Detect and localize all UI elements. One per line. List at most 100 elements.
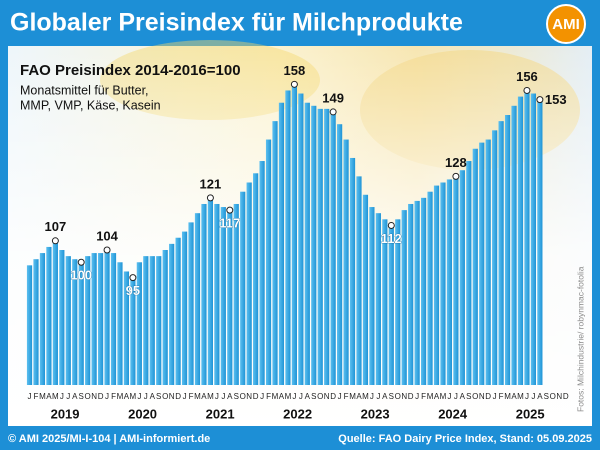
year-label: 2021 — [206, 406, 235, 421]
x-tick-label: S — [156, 392, 161, 401]
bar — [311, 105, 317, 385]
bar — [453, 176, 459, 385]
bar — [227, 210, 233, 385]
bar — [517, 96, 524, 385]
data-label: 112 — [381, 231, 402, 246]
x-tick-label: A — [150, 392, 156, 401]
x-tick-label: M — [117, 392, 124, 401]
bar — [207, 197, 214, 385]
bar — [162, 250, 168, 385]
chart-title: Globaler Preisindex für Milchprodukte — [10, 9, 463, 37]
bar — [169, 243, 175, 385]
x-tick-label: S — [389, 392, 394, 401]
x-tick-label: J — [260, 392, 264, 401]
x-tick-label: J — [493, 392, 497, 401]
x-tick-label: S — [79, 392, 84, 401]
x-tick-label: N — [479, 392, 485, 401]
bar — [181, 231, 188, 385]
bar — [72, 259, 78, 385]
x-tick-label: A — [46, 392, 52, 401]
bar — [201, 203, 207, 385]
x-tick-label: M — [285, 392, 292, 401]
bar — [369, 207, 375, 385]
bar — [39, 253, 46, 385]
x-tick-label: O — [395, 392, 401, 401]
bar — [504, 115, 511, 385]
marker — [77, 258, 85, 266]
marker — [290, 80, 298, 88]
data-label: 107 — [45, 219, 67, 234]
bar — [337, 124, 343, 386]
bar — [78, 262, 84, 385]
x-tick-label: M — [272, 392, 279, 401]
x-tick-label: F — [421, 392, 426, 401]
bar — [408, 203, 414, 385]
subtitle: FAO Preisindex 2014-2016=100 — [20, 62, 241, 79]
bar — [130, 277, 136, 385]
bar — [414, 200, 420, 385]
x-tick-label: N — [556, 392, 562, 401]
year-label: 2022 — [283, 406, 312, 421]
bar — [246, 182, 252, 385]
bar — [265, 139, 272, 385]
x-tick-label: M — [194, 392, 201, 401]
x-tick-label: A — [460, 392, 466, 401]
x-tick-label: A — [382, 392, 388, 401]
x-tick-label: O — [550, 392, 556, 401]
note-line: Monatsmittel für Butter, — [20, 83, 149, 97]
x-tick-label: D — [408, 392, 414, 401]
bar — [52, 240, 58, 385]
x-tick-label: M — [440, 392, 447, 401]
bar — [427, 191, 433, 385]
bar — [278, 102, 285, 386]
x-tick-label: M — [52, 392, 59, 401]
bar — [259, 161, 265, 385]
x-tick-label: J — [531, 392, 535, 401]
bar — [485, 139, 491, 385]
x-tick-label: J — [183, 392, 187, 401]
x-tick-label: J — [447, 392, 451, 401]
bar — [85, 256, 91, 385]
x-tick-label: A — [124, 392, 130, 401]
marker — [452, 172, 460, 180]
x-tick-label: O — [162, 392, 168, 401]
bar — [143, 256, 149, 385]
x-tick-label: J — [66, 392, 70, 401]
bar — [349, 157, 356, 385]
x-tick-label: A — [434, 392, 440, 401]
x-tick-label: N — [401, 392, 407, 401]
bar — [440, 182, 446, 385]
bar — [33, 259, 39, 385]
x-tick-label: D — [485, 392, 491, 401]
x-tick-label: J — [370, 392, 374, 401]
x-tick-label: D — [563, 392, 569, 401]
bar — [304, 102, 310, 386]
x-tick-label: J — [60, 392, 64, 401]
x-tick-label: M — [504, 392, 511, 401]
x-tick-label: J — [299, 392, 303, 401]
bar — [479, 142, 485, 385]
bar — [433, 185, 440, 385]
bar — [214, 203, 220, 385]
x-tick-label: D — [175, 392, 181, 401]
bar — [194, 213, 201, 385]
x-tick-label: D — [330, 392, 336, 401]
x-tick-label: N — [169, 392, 175, 401]
data-label: 121 — [200, 176, 222, 191]
bar — [123, 271, 130, 385]
x-tick-label: D — [253, 392, 259, 401]
x-tick-label: O — [472, 392, 478, 401]
x-tick-label: M — [517, 392, 524, 401]
x-tick-label: J — [454, 392, 458, 401]
x-tick-label: O — [85, 392, 91, 401]
bar — [317, 108, 323, 385]
marker — [523, 86, 531, 94]
x-tick-label: S — [234, 392, 239, 401]
x-tick-label: A — [227, 392, 233, 401]
x-tick-label: F — [499, 392, 504, 401]
bar — [498, 121, 504, 386]
x-tick-label: N — [91, 392, 97, 401]
x-tick-label: J — [28, 392, 32, 401]
bar — [97, 253, 104, 385]
